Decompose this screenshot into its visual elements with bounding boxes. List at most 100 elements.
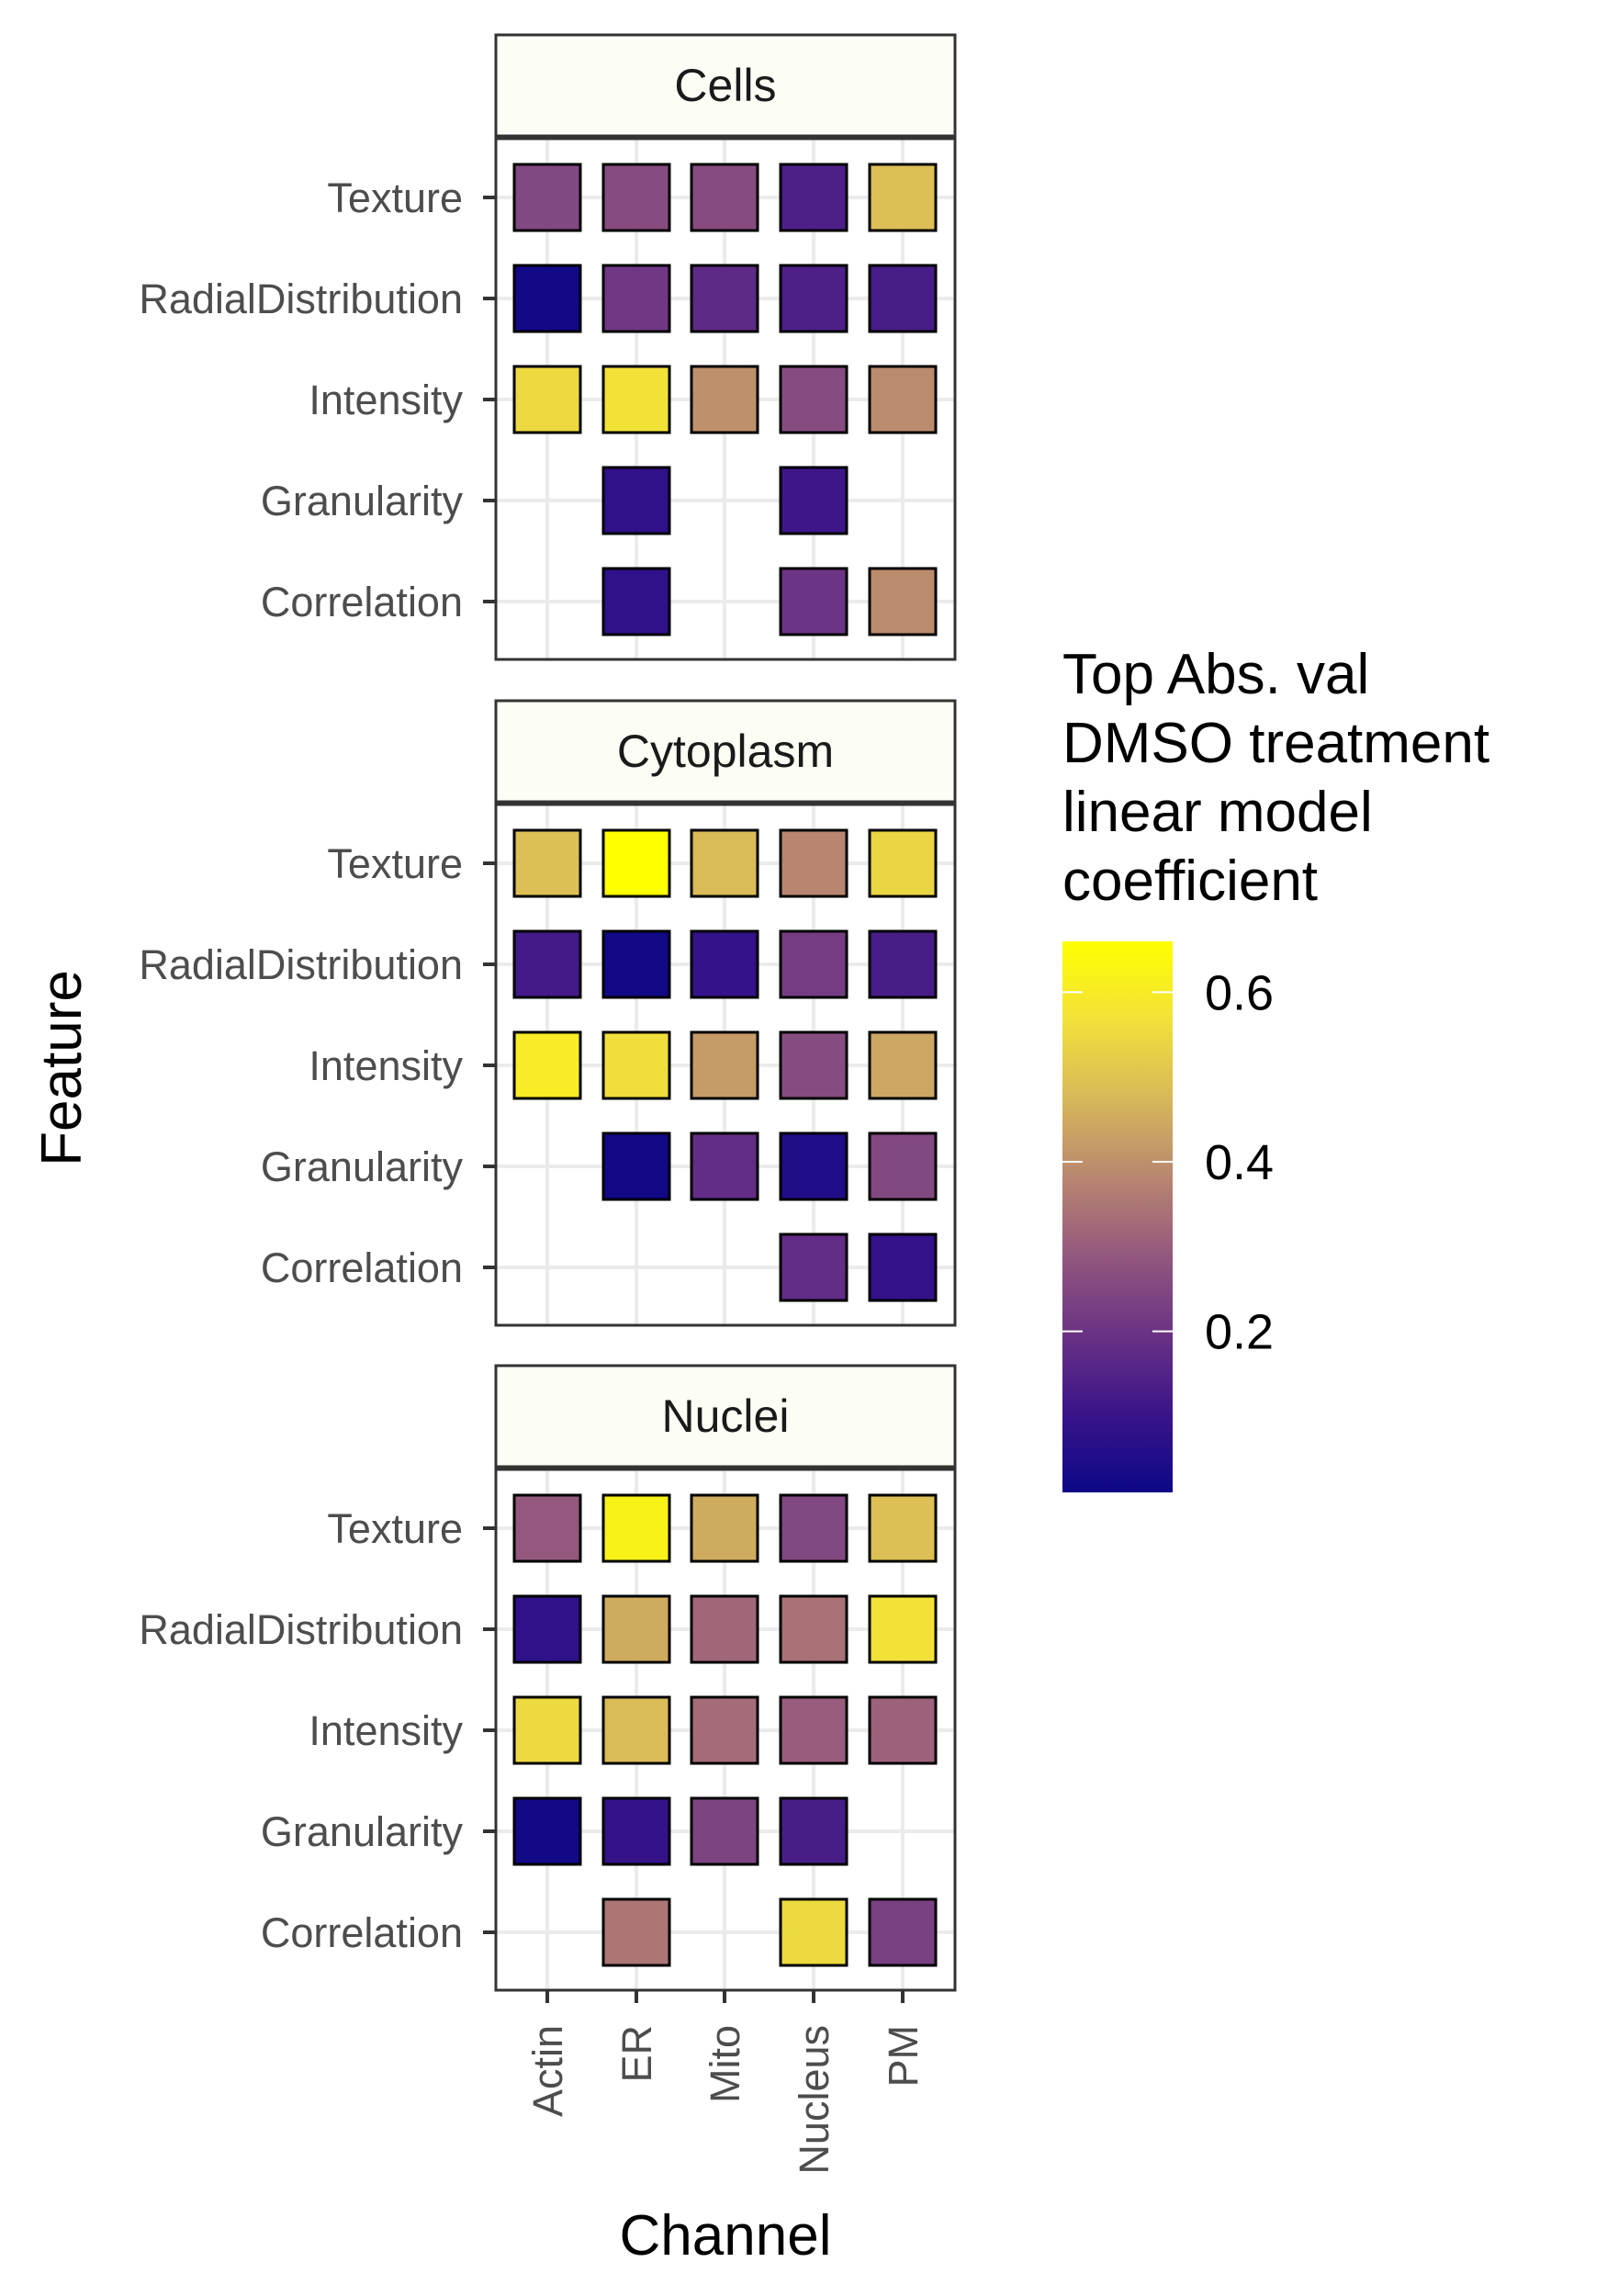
heatmap-tile — [601, 1594, 671, 1664]
heatmap-tile — [601, 1131, 671, 1201]
heatmap-tile — [868, 929, 938, 999]
panel-cytoplasm: Cytoplasm Texture RadialDistribution Intens… — [139, 699, 957, 1327]
x-tick-label: ER — [613, 2025, 660, 2083]
y-tick-label: Texture — [327, 1505, 463, 1552]
heatmap-tile — [779, 1131, 848, 1201]
legend-title-line: linear model — [1062, 781, 1373, 844]
heatmap-tile — [601, 929, 671, 999]
heatmap-tile — [512, 929, 582, 999]
strip-label: Nuclei — [662, 1390, 790, 1442]
heatmap-tile — [868, 1131, 938, 1201]
heatmap-tile — [779, 163, 848, 232]
legend-title-line: coefficient — [1062, 850, 1318, 913]
heatmap-tile — [868, 828, 938, 898]
heatmap-tile — [601, 1796, 671, 1866]
x-tick-label: Nucleus — [791, 2025, 837, 2175]
heatmap-tile — [690, 1695, 759, 1765]
y-tick-label: Correlation — [261, 1909, 463, 1956]
heatmap-tile — [868, 1232, 938, 1302]
heatmap-tile — [868, 1030, 938, 1100]
y-axis-title: Feature — [30, 970, 94, 1166]
heatmap-tile — [601, 1493, 671, 1563]
x-tick-label: PM — [880, 2025, 927, 2088]
heatmap-tile — [512, 1695, 582, 1765]
heatmap-tile — [868, 1594, 938, 1664]
panel-cells: Cells Texture RadialDistribution Intensity G… — [139, 33, 957, 661]
heatmap-tile — [868, 365, 938, 434]
heatmap-tile — [601, 365, 671, 434]
y-tick-label: Intensity — [309, 1042, 463, 1089]
heatmap-tile — [779, 1695, 848, 1765]
heatmap-tile — [868, 1695, 938, 1765]
heatmap-tile — [690, 1131, 759, 1201]
heatmap-tile — [512, 1594, 582, 1664]
y-tick-label: RadialDistribution — [139, 1606, 463, 1653]
heatmap-tile — [512, 1030, 582, 1100]
y-tick-label: Texture — [327, 174, 463, 221]
heatmap-tile — [779, 1796, 848, 1866]
heatmap-tile — [779, 1493, 848, 1563]
y-tick-label: RadialDistribution — [139, 941, 463, 988]
y-tick-label: Intensity — [309, 377, 463, 423]
y-tick-label: Correlation — [261, 1244, 463, 1291]
heatmap-tile — [690, 1493, 759, 1563]
y-tick-label: Intensity — [309, 1707, 463, 1754]
heatmap-tile — [690, 828, 759, 898]
heatmap-tile — [868, 1897, 938, 1967]
heatmap-tile — [779, 1594, 848, 1664]
strip-background — [494, 699, 957, 804]
heatmap-tile — [779, 1030, 848, 1100]
heatmap-tile — [779, 828, 848, 898]
heatmap-tile — [512, 163, 582, 232]
heatmap-tile — [512, 264, 582, 333]
x-axis: Actin ER Mito Nucleus PM — [524, 1990, 927, 2175]
y-tick-label: RadialDistribution — [139, 276, 463, 322]
heatmap-tile — [690, 264, 759, 333]
heatmap-tile — [868, 264, 938, 333]
strip-label: Cells — [674, 60, 776, 111]
heatmap-tile — [779, 466, 848, 535]
heatmap-tile — [779, 365, 848, 434]
legend-tick-label: 0.2 — [1205, 1305, 1274, 1360]
heatmap-tile — [601, 1030, 671, 1100]
heatmap-tile — [868, 1493, 938, 1563]
heatmap-tile — [512, 828, 582, 898]
panel-nuclei: Nuclei Texture RadialDistribution Intensity… — [139, 1364, 957, 1992]
panel-border — [494, 803, 957, 1327]
legend-title-line: Top Abs. val — [1062, 643, 1369, 706]
y-tick-label: Correlation — [261, 579, 463, 625]
heatmap-tile — [690, 365, 759, 434]
heatmap-tile — [601, 163, 671, 232]
heatmap-tile — [601, 828, 671, 898]
strip-background — [494, 33, 957, 138]
heatmap-tile — [512, 1796, 582, 1866]
strip-label: Cytoplasm — [617, 726, 834, 777]
heatmap-tile — [601, 264, 671, 333]
y-tick-label: Granularity — [261, 1808, 464, 1855]
heatmap-tile — [690, 163, 759, 232]
heatmap-tile — [779, 567, 848, 636]
heatmap-tile — [779, 1897, 848, 1967]
heatmap-tile — [601, 466, 671, 535]
heatmap-tile — [512, 365, 582, 434]
panel-border — [494, 137, 957, 661]
heatmap-tile — [601, 1897, 671, 1967]
heatmap-tile — [512, 1493, 582, 1563]
y-tick-label: Granularity — [261, 1143, 464, 1190]
legend-colorbar — [1062, 941, 1173, 1492]
heatmap-tile — [690, 1030, 759, 1100]
heatmap-tile — [779, 1232, 848, 1302]
heatmap-tile — [690, 1594, 759, 1664]
heatmap-tile — [779, 264, 848, 333]
x-tick-label: Actin — [524, 2025, 571, 2117]
x-axis-title: Channel — [620, 2204, 832, 2268]
heatmap-tile — [779, 929, 848, 999]
heatmap-tile — [601, 1695, 671, 1765]
heatmap-tile — [601, 567, 671, 636]
legend-tick-label: 0.4 — [1205, 1135, 1274, 1190]
y-tick-label: Granularity — [261, 478, 464, 524]
strip-background — [494, 1364, 957, 1469]
